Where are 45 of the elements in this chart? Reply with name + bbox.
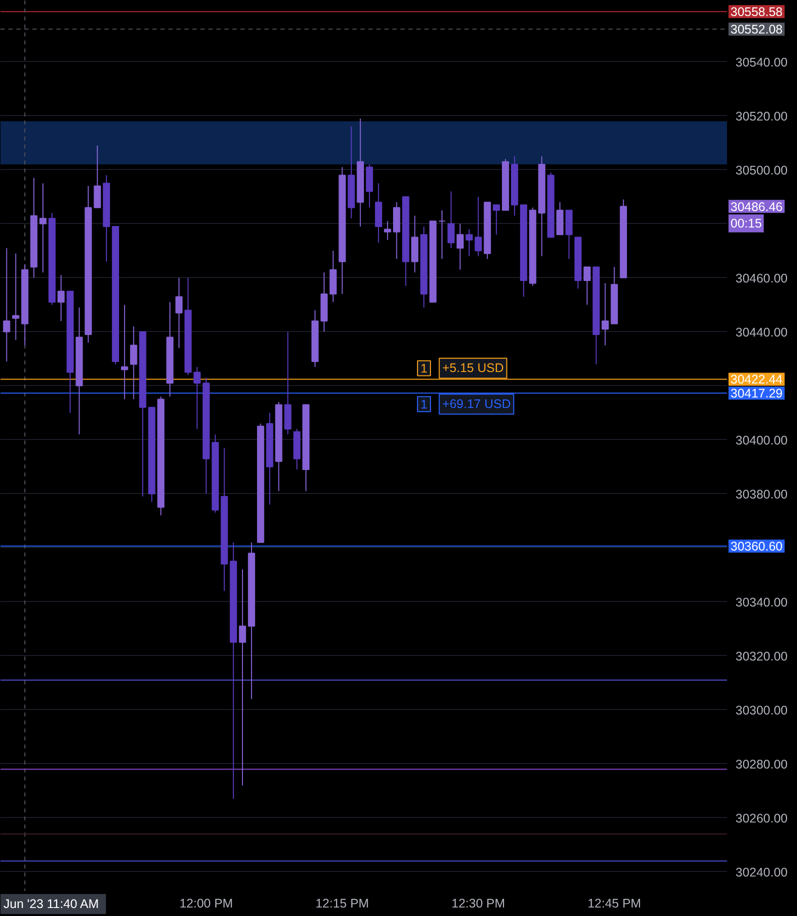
y-tick-label: 30340.00 — [736, 595, 788, 610]
text: 30486.46 — [730, 200, 783, 214]
y-tick-label: 30440.00 — [736, 325, 788, 340]
candlestick — [39, 182, 47, 273]
y-tick-label: 30320.00 — [736, 649, 788, 664]
candlestick — [12, 252, 20, 340]
y-tick-label: 30260.00 — [736, 811, 788, 826]
candlestick — [175, 277, 183, 348]
ref-line-label: 30558.58 — [730, 5, 783, 20]
ref-line-label: 30552.08 — [730, 22, 783, 37]
candlestick — [492, 204, 500, 236]
x-tick-label: 12:00 PM — [179, 896, 233, 910]
y-tick-label: 30300.00 — [736, 703, 788, 718]
y-tick-label: 30240.00 — [736, 865, 788, 880]
text: 00:15 — [730, 216, 762, 230]
annotation: 1 — [420, 398, 428, 412]
y-tick-label: 30520.00 — [736, 109, 788, 124]
y-tick-label: 30460.00 — [736, 271, 788, 286]
ref-line-label: 30417.29 — [730, 386, 783, 401]
x-tick-label: 12:45 PM — [588, 896, 642, 910]
text: Jun '23 11:40 AM — [4, 897, 99, 911]
annotation: +5.15 USD — [442, 361, 504, 376]
candlestick — [384, 220, 392, 240]
candlestick — [438, 210, 446, 260]
ref-line-label: 30360.60 — [730, 540, 783, 554]
y-tick-label: 30280.00 — [736, 757, 788, 772]
annotation: 1 — [420, 362, 428, 376]
y-tick-label: 30500.00 — [736, 163, 788, 178]
candlestick — [130, 326, 138, 400]
candlestick — [456, 223, 464, 270]
candlestick — [94, 144, 101, 208]
y-tick-label: 30540.00 — [736, 55, 788, 70]
candlestick — [57, 274, 65, 322]
candlestick — [238, 568, 246, 786]
candlestick — [194, 366, 201, 430]
y-tick-label: 30380.00 — [736, 487, 788, 502]
candlestick — [584, 266, 591, 306]
candlestick — [3, 248, 10, 362]
y-tick-label: 30400.00 — [736, 433, 788, 448]
ref-line-label: 30422.44 — [730, 372, 783, 387]
x-tick-label: 12:15 PM — [315, 896, 369, 910]
x-tick-label: 12:30 PM — [452, 896, 506, 910]
annotation: +69.17 USD — [442, 397, 511, 412]
candlestick — [447, 190, 455, 249]
candlestick — [121, 304, 128, 400]
